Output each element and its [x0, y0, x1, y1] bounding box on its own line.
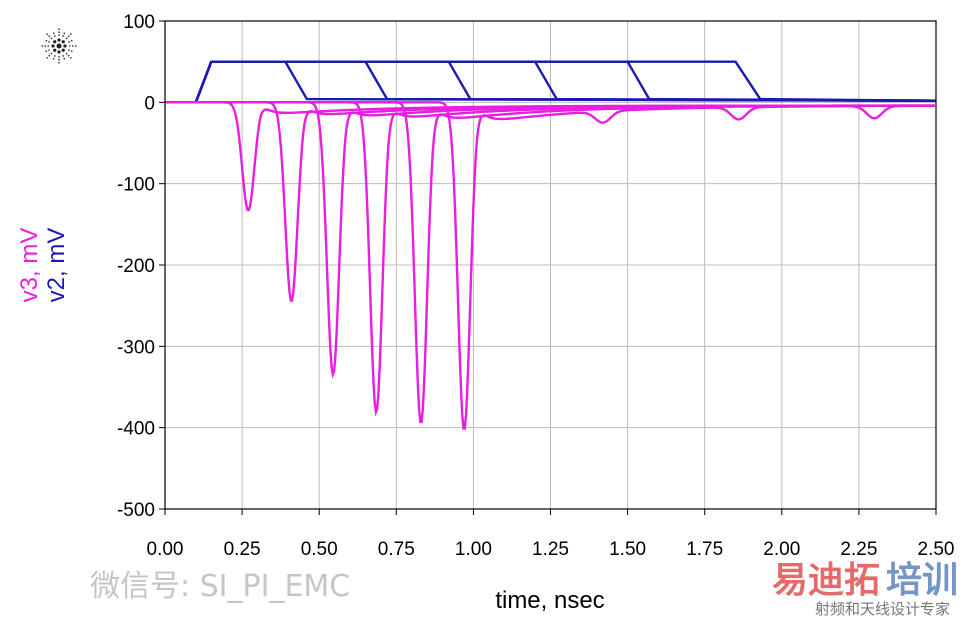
- x-tick-label: 1.75: [686, 539, 723, 560]
- v3-trace: [165, 101, 935, 430]
- x-tick-label: 0.50: [301, 539, 338, 560]
- y-tick-label: -100: [117, 175, 155, 196]
- x-tick-label: 2.25: [840, 539, 877, 560]
- x-tick-label: 2.00: [763, 539, 800, 560]
- brand-tagline: 射频和天线设计专家: [815, 600, 951, 618]
- x-tick-label: 1.00: [455, 539, 492, 560]
- x-axis-label: time, nsec: [495, 587, 604, 614]
- brand-watermark-blue: 培训: [886, 560, 959, 601]
- y-tick-label: -300: [117, 337, 155, 358]
- x-tick-label: 0.00: [147, 539, 184, 560]
- brand-watermark-red: 易迪拓: [772, 560, 881, 601]
- v3-trace: [165, 101, 935, 302]
- y-tick-label: -200: [117, 256, 155, 277]
- y-tick-label: -500: [117, 500, 155, 521]
- y-tick-label: -400: [117, 419, 155, 440]
- x-tick-label: 0.25: [224, 539, 261, 560]
- y-tick-label: 100: [123, 12, 155, 33]
- agilent-logo-icon: [40, 27, 78, 65]
- x-tick-label: 2.50: [918, 539, 955, 560]
- y-axis-label-v2: v2, mV: [43, 228, 70, 303]
- x-tick-label: 0.75: [378, 539, 415, 560]
- y-tick-label: 0: [144, 93, 155, 114]
- x-tick-label: 1.25: [532, 539, 569, 560]
- y-axis-label-v3: v3, mV: [16, 228, 43, 303]
- x-tick-label: 1.50: [609, 539, 646, 560]
- wechat-watermark: 微信号: SI_PI_EMC: [90, 569, 351, 604]
